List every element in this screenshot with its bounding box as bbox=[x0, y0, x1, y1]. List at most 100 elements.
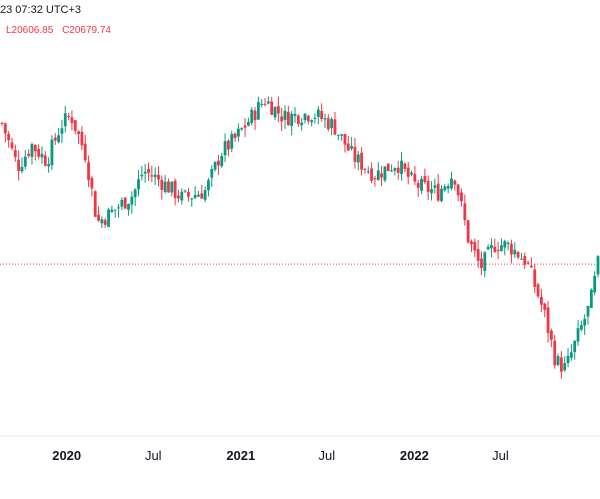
candle bbox=[127, 203, 130, 216]
candle bbox=[40, 146, 44, 164]
candle-body bbox=[187, 192, 190, 197]
x-tick-label: 2021 bbox=[226, 448, 255, 463]
candle-body bbox=[473, 241, 477, 251]
candle bbox=[217, 154, 220, 176]
candle-body bbox=[506, 242, 510, 245]
candle bbox=[170, 181, 174, 197]
candle bbox=[310, 119, 314, 127]
candle bbox=[453, 179, 457, 191]
candle-body bbox=[143, 171, 147, 174]
candle-body bbox=[273, 107, 277, 118]
candle-body bbox=[113, 209, 117, 211]
candle-body bbox=[97, 214, 100, 221]
candle-body bbox=[77, 131, 80, 135]
candle bbox=[33, 144, 37, 161]
candle bbox=[536, 282, 540, 299]
candle bbox=[110, 205, 114, 214]
candle-body bbox=[7, 133, 11, 141]
candle bbox=[503, 239, 507, 256]
candle-body bbox=[460, 192, 463, 202]
candle-body bbox=[546, 307, 550, 334]
candle bbox=[290, 110, 294, 136]
candle-body bbox=[193, 194, 197, 199]
candle bbox=[83, 134, 87, 163]
candle bbox=[50, 135, 54, 171]
candle bbox=[466, 219, 470, 244]
candle-body bbox=[426, 180, 430, 192]
candle bbox=[413, 165, 417, 185]
candle bbox=[276, 96, 280, 123]
candle-body bbox=[147, 168, 150, 173]
candle bbox=[17, 150, 21, 181]
candle-body bbox=[210, 169, 214, 178]
candle bbox=[313, 113, 317, 124]
candle-body bbox=[17, 159, 21, 172]
candle-body bbox=[576, 328, 580, 342]
candle bbox=[10, 137, 14, 151]
candle-body bbox=[276, 106, 280, 114]
candle-body bbox=[240, 128, 244, 130]
candle bbox=[137, 170, 140, 197]
candle bbox=[93, 190, 97, 218]
candle-body bbox=[107, 209, 110, 228]
candle-body bbox=[316, 109, 320, 117]
candle-body bbox=[163, 181, 167, 193]
candle bbox=[366, 166, 370, 175]
candle bbox=[586, 305, 590, 325]
candle-body bbox=[403, 163, 407, 170]
candle bbox=[200, 184, 204, 199]
candle bbox=[323, 113, 327, 128]
candle bbox=[23, 149, 27, 170]
candle-body bbox=[516, 252, 520, 258]
candle-body bbox=[280, 116, 284, 122]
candle bbox=[37, 144, 41, 160]
candle-body bbox=[256, 102, 260, 120]
candle bbox=[183, 189, 187, 193]
candle bbox=[543, 302, 547, 318]
candle bbox=[416, 180, 420, 197]
candle bbox=[563, 356, 567, 372]
candle bbox=[177, 189, 180, 203]
candle-body bbox=[406, 167, 410, 177]
candle bbox=[190, 197, 194, 207]
candle-body bbox=[263, 103, 267, 105]
candle bbox=[533, 263, 537, 294]
candle bbox=[423, 168, 427, 185]
candle bbox=[510, 239, 513, 264]
candle bbox=[403, 162, 407, 173]
candle bbox=[539, 288, 543, 313]
candle-body bbox=[110, 209, 114, 212]
candle bbox=[286, 105, 290, 126]
close-value: C20679.74 bbox=[62, 25, 111, 36]
candle-body bbox=[27, 153, 31, 156]
candle-body bbox=[443, 186, 447, 191]
candle-body bbox=[336, 134, 340, 136]
candle-body bbox=[140, 174, 144, 177]
candle-body bbox=[70, 117, 74, 123]
candle-body bbox=[416, 183, 420, 188]
candle bbox=[100, 216, 104, 229]
candle bbox=[376, 162, 380, 181]
candle bbox=[0, 121, 4, 126]
candle-body bbox=[223, 141, 227, 156]
candle-body bbox=[173, 180, 177, 199]
candle-body bbox=[83, 143, 87, 161]
candle bbox=[523, 252, 527, 269]
candle bbox=[440, 185, 443, 203]
candle bbox=[140, 166, 144, 181]
candle bbox=[593, 271, 597, 296]
candle bbox=[77, 130, 80, 144]
candle-body bbox=[80, 131, 84, 146]
candle bbox=[383, 166, 387, 183]
candle-body bbox=[250, 109, 254, 123]
candle-body bbox=[233, 133, 237, 138]
candle-body bbox=[410, 172, 413, 175]
candle-body bbox=[313, 117, 317, 119]
candle bbox=[380, 165, 383, 187]
candle bbox=[596, 255, 600, 278]
candle bbox=[553, 334, 557, 369]
candle bbox=[273, 106, 277, 121]
candle bbox=[353, 137, 357, 169]
candle bbox=[390, 164, 393, 172]
